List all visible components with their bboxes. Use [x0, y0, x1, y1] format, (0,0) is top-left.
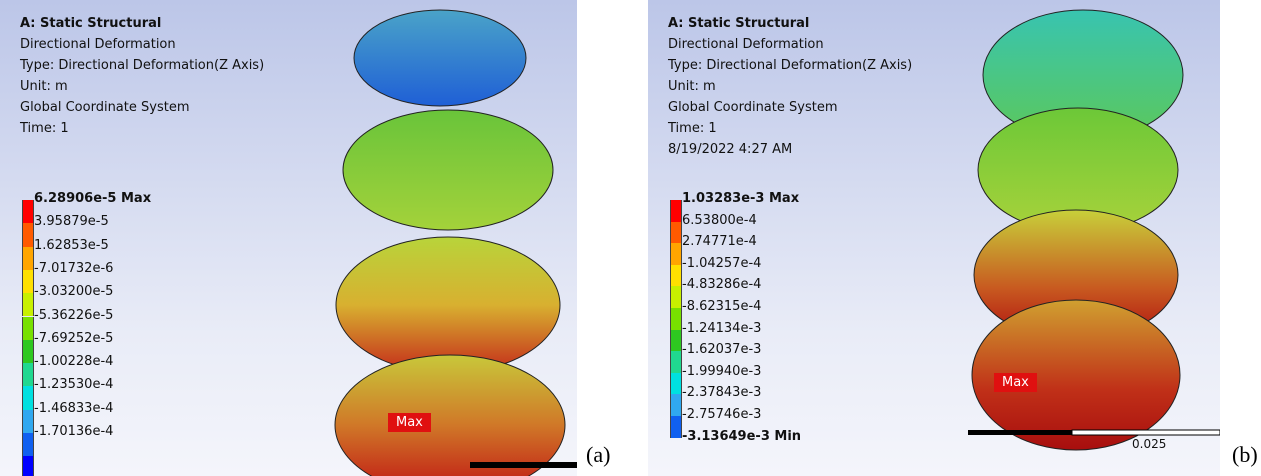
legend-swatch [22, 386, 34, 409]
legend-swatch [670, 243, 682, 265]
legend-swatch [22, 433, 34, 456]
legend-swatch [670, 373, 682, 395]
legend-label: 6.53800e-4 [682, 213, 757, 228]
info-line: 8/19/2022 4:27 AM [668, 142, 792, 157]
panel-label: (a) [586, 442, 610, 468]
legend-label: -1.46833e-4 [34, 401, 113, 416]
legend-min: -3.13649e-3 Min [682, 429, 801, 444]
legend-label: -8.62315e-4 [682, 299, 761, 314]
legend-label: -1.00228e-4 [34, 354, 113, 369]
legend-swatch [670, 222, 682, 244]
vertebra [343, 110, 553, 230]
legend-label: 1.62853e-5 [34, 238, 109, 253]
info-line: Unit: m [20, 79, 68, 94]
legend-swatch [22, 270, 34, 293]
panel: A: Static Structural Directional Deformat… [648, 0, 1220, 476]
legend-swatch [670, 330, 682, 352]
scale-label: 0.025 [1132, 437, 1166, 451]
legend-label: -7.01732e-6 [34, 261, 113, 276]
legend-label: -1.04257e-4 [682, 256, 761, 271]
max-tag: Max [994, 373, 1037, 392]
legend-label: -1.70136e-4 [34, 424, 113, 439]
info-line: Type: Directional Deformation(Z Axis) [668, 58, 912, 73]
info-line: Time: 1 [668, 121, 717, 136]
legend-swatch [22, 247, 34, 270]
legend-swatch [22, 200, 34, 223]
legend-label: -4.83286e-4 [682, 277, 761, 292]
legend-swatch [670, 200, 682, 222]
legend-label: 3.95879e-5 [34, 214, 109, 229]
legend-swatch [22, 340, 34, 363]
title: A: Static Structural [20, 16, 161, 31]
legend-swatch [670, 394, 682, 416]
page: A: Static Structural Directional Deformat… [0, 0, 1261, 476]
legend-swatch [22, 317, 34, 340]
vertebra [354, 10, 526, 106]
info-line: Time: 1 [20, 121, 69, 136]
info-line: Directional Deformation [20, 37, 176, 52]
legend-swatch [670, 286, 682, 308]
legend-label: -1.99940e-3 [682, 364, 761, 379]
scale-bar [470, 462, 577, 468]
legend-swatch [22, 456, 34, 476]
max-tag: Max [388, 413, 431, 432]
vertebra [335, 355, 565, 476]
legend-max: 6.28906e-5 Max [34, 191, 151, 206]
legend-label: -5.36226e-5 [34, 308, 113, 323]
title: A: Static Structural [668, 16, 809, 31]
info-line: Type: Directional Deformation(Z Axis) [20, 58, 264, 73]
info-line: Unit: m [668, 79, 716, 94]
legend-swatch [670, 308, 682, 330]
legend-label: 2.74771e-4 [682, 234, 757, 249]
legend-swatch [670, 265, 682, 287]
panel-label: (b) [1232, 442, 1258, 468]
legend-label: -1.24134e-3 [682, 321, 761, 336]
scale-bar [1072, 430, 1220, 435]
legend-swatch [22, 410, 34, 433]
vertebra [336, 237, 560, 373]
legend-label: -3.03200e-5 [34, 284, 113, 299]
info-line: Directional Deformation [668, 37, 824, 52]
legend-label: -1.23530e-4 [34, 377, 113, 392]
scale-bar [968, 430, 1072, 435]
legend-swatch [22, 223, 34, 246]
legend-max: 1.03283e-3 Max [682, 191, 799, 206]
legend-label: -2.37843e-3 [682, 385, 761, 400]
legend-swatch [670, 416, 682, 438]
panel: A: Static Structural Directional Deformat… [0, 0, 577, 476]
info-line: Global Coordinate System [668, 100, 837, 115]
legend-swatch [670, 351, 682, 373]
info-line: Global Coordinate System [20, 100, 189, 115]
legend-label: -1.62037e-3 [682, 342, 761, 357]
legend-swatch [22, 293, 34, 316]
legend-swatch [22, 363, 34, 386]
legend-label: -2.75746e-3 [682, 407, 761, 422]
legend-label: -7.69252e-5 [34, 331, 113, 346]
